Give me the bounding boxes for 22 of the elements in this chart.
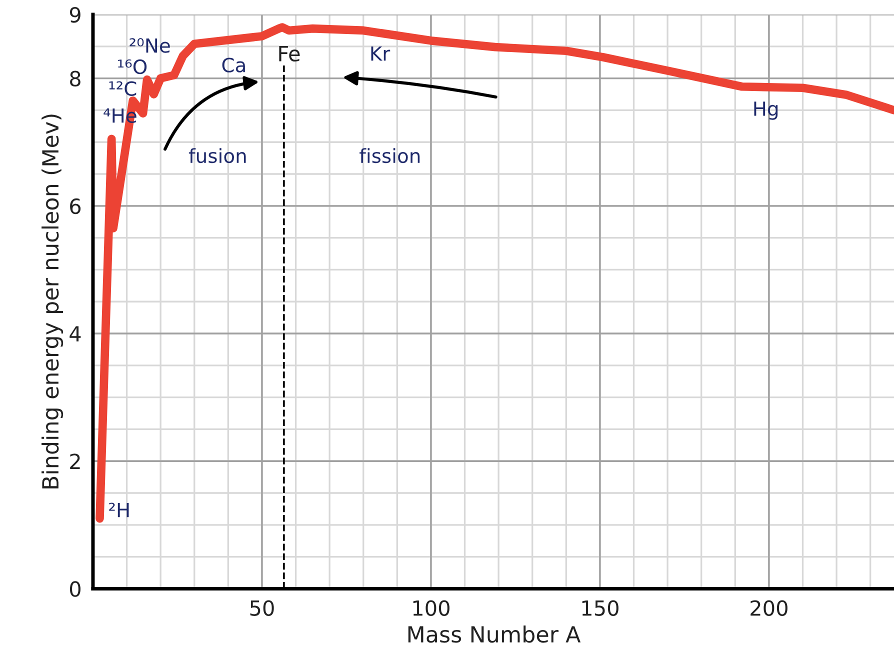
annotation: Hg bbox=[754, 102, 778, 120]
y-axis-title: Binding energy per nucleon (Mev) bbox=[42, 114, 64, 488]
ref-line-label: Fe bbox=[279, 46, 300, 62]
y-tick-label: 9 bbox=[70, 6, 80, 23]
y-tick-label: 8 bbox=[70, 70, 80, 87]
annotation: ²H bbox=[109, 502, 129, 518]
y-tick-label: 4 bbox=[70, 326, 81, 342]
x-tick-label: 200 bbox=[750, 600, 788, 616]
annotation: Kr bbox=[371, 46, 390, 61]
annotation: ¹⁶O bbox=[118, 59, 147, 74]
annotation: ¹²C bbox=[109, 81, 136, 96]
y-tick-label: 2 bbox=[70, 454, 80, 470]
x-tick-label: 100 bbox=[413, 600, 450, 616]
x-tick-label: 50 bbox=[250, 600, 274, 616]
y-tick-label: 6 bbox=[70, 198, 81, 214]
annotation: Ca bbox=[222, 58, 245, 72]
x-tick-label: 150 bbox=[582, 600, 618, 616]
annotation: fusion bbox=[188, 148, 246, 164]
annotation: ²⁰Ne bbox=[130, 38, 170, 53]
y-tick-label: 0 bbox=[70, 581, 80, 597]
annotation: fission bbox=[360, 148, 420, 164]
x-axis-title: Mass Number A bbox=[408, 626, 581, 643]
